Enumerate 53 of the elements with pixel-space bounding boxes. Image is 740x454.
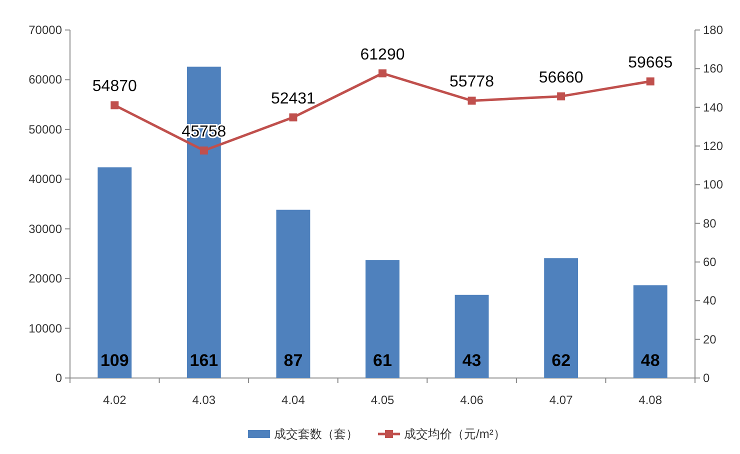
point [289,113,298,122]
data-label: 56660 [538,69,584,86]
data-label: 61290 [360,46,405,64]
point [378,69,386,78]
y2-tick-label: 100 [703,178,724,192]
data-label: 87 [284,351,303,370]
point [557,92,566,100]
point [110,101,119,110]
y-tick-label: 60000 [28,72,62,87]
y-tick-label: 20000 [28,272,62,286]
y2-tick-label: 160 [703,62,724,76]
data-label: 54870 [92,78,137,96]
bar [98,167,132,378]
y2-tick-label: 20 [703,332,717,346]
bar [544,258,578,378]
point [468,96,476,105]
y-tick-label: 50000 [28,122,62,136]
legend-label: 成交套数（套） [274,427,358,441]
data-label: 55778 [450,74,494,91]
y-tick-label: 10000 [28,321,62,336]
data-label: 61 [373,351,392,370]
bar [633,285,668,378]
y-tick-label: 30000 [28,222,62,236]
y2-tick-label: 40 [703,294,717,308]
data-label: 161 [190,351,218,370]
x-tick-label: 4.05 [370,393,394,407]
bar [366,260,400,378]
data-label: 59665 [628,54,673,72]
data-label: 43 [462,351,482,370]
y-tick-label: 70000 [28,23,62,37]
y2-tick-label: 120 [703,139,724,153]
x-tick-label: 4.07 [549,393,574,407]
y-tick-label: 0 [55,371,62,385]
y-tick-label: 40000 [28,172,62,186]
data-label: 48 [640,351,660,370]
point [646,77,654,86]
x-tick-label: 4.04 [282,393,306,407]
x-tick-label: 4.03 [192,393,216,407]
x-tick-label: 4.08 [638,393,662,407]
y2-tick-label: 180 [703,23,724,37]
data-label: 62 [552,351,571,370]
y2-tick-label: 60 [703,255,717,269]
y2-tick-label: 140 [703,100,724,114]
data-label: 109 [100,351,129,370]
y2-tick-label: 80 [703,216,717,230]
x-tick-label: 4.02 [102,393,127,407]
bar [276,210,310,378]
data-label: 52431 [270,90,316,108]
x-tick-label: 4.06 [460,393,484,407]
legend-label: 成交均价（元/m²） [404,427,506,441]
y2-tick-label: 0 [703,371,710,385]
point [200,146,208,155]
bar [454,294,489,378]
